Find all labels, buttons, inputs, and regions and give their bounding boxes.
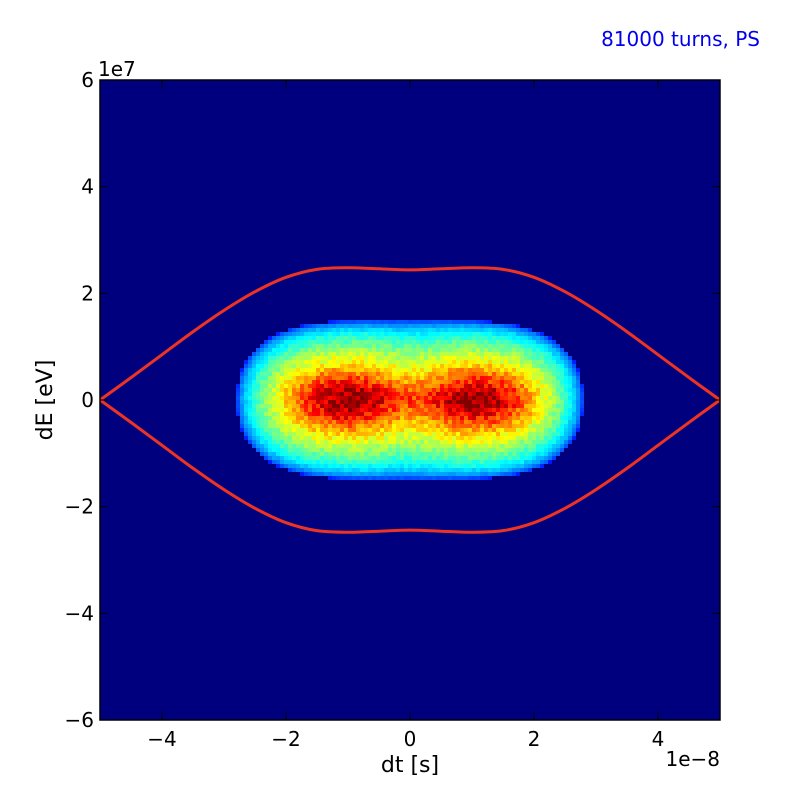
density-heatmap [236, 320, 584, 480]
x-tick-label: −2 [271, 727, 300, 751]
separatrix-lower [100, 398, 720, 534]
y-tick-label: 4 [81, 175, 94, 199]
y-axis-label: dE [eV] [33, 360, 58, 441]
axis-ticks: −4 −2 0 2 4 −6 −4 −2 0 2 4 6 [65, 68, 720, 751]
x-axis-label: dt [s] [381, 753, 439, 778]
y-tick-label: −2 [65, 495, 94, 519]
y-offset-label: 1e7 [98, 57, 136, 81]
separatrix-upper [100, 266, 720, 402]
y-tick-label: 2 [81, 281, 94, 305]
y-tick-label: 0 [81, 388, 94, 412]
x-tick-label: 2 [528, 727, 541, 751]
x-offset-label: 1e−8 [665, 747, 720, 771]
annotation-label: 81000 turns, PS [601, 27, 760, 51]
y-tick-label: −6 [65, 708, 94, 732]
y-tick-label: −4 [65, 601, 94, 625]
x-tick-label: 0 [404, 727, 417, 751]
x-tick-label: 4 [652, 727, 665, 751]
x-tick-label: −4 [147, 727, 176, 751]
y-tick-label: 6 [81, 68, 94, 92]
